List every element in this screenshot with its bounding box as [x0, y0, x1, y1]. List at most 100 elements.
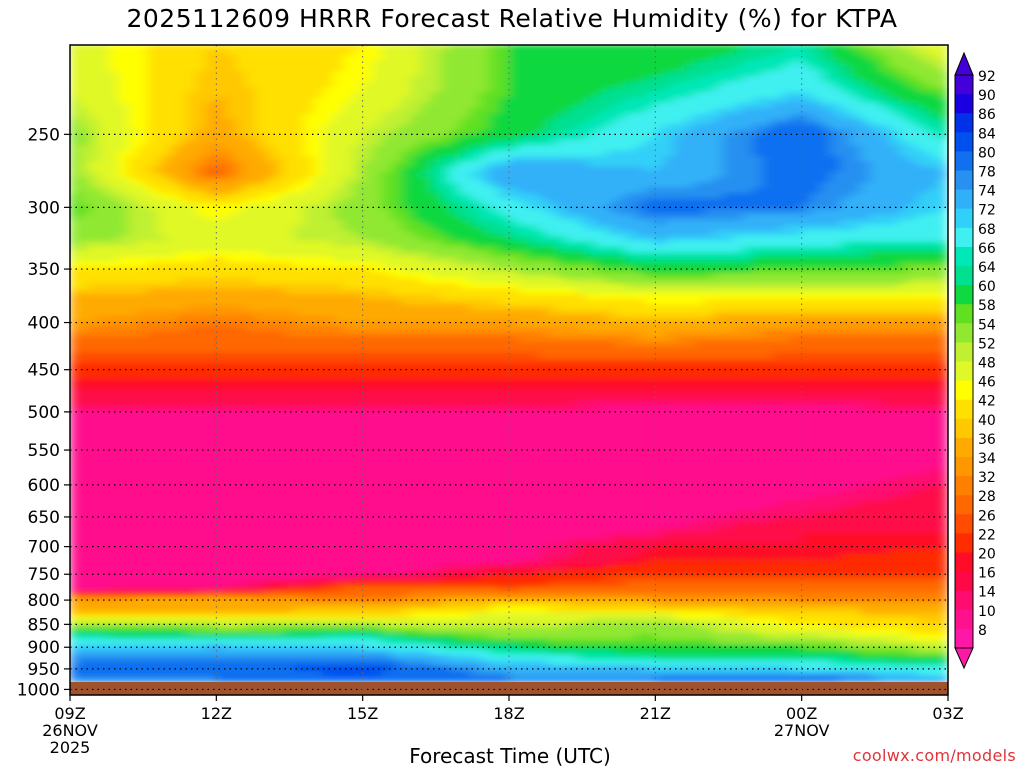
rh-cell	[293, 384, 305, 391]
rh-cell	[381, 654, 393, 662]
rh-cell	[332, 230, 344, 237]
rh-cell	[176, 198, 188, 205]
rh-cell	[391, 410, 403, 418]
rh-cell	[264, 596, 276, 603]
rh-cell	[206, 639, 217, 646]
rh-cell	[215, 612, 227, 619]
rh-cell	[70, 246, 81, 253]
rh-cell	[128, 108, 139, 115]
rh-cell	[362, 161, 373, 168]
rh-cell	[371, 628, 383, 635]
rh-cell	[381, 278, 393, 285]
rh-cell	[371, 203, 383, 211]
rh-cell	[420, 564, 432, 572]
rh-cell	[401, 437, 412, 444]
rh-cell	[401, 224, 412, 232]
rh-cell	[206, 320, 217, 327]
rh-cell	[342, 453, 354, 460]
rh-cell	[98, 214, 110, 221]
rh-cell	[118, 384, 130, 391]
rh-cell	[362, 60, 373, 67]
rh-cell	[137, 665, 149, 672]
rh-cell	[137, 384, 149, 391]
rh-cell	[196, 124, 208, 131]
rh-cell	[235, 458, 247, 465]
rh-cell	[79, 463, 91, 471]
rh-cell	[371, 575, 383, 582]
rh-cell	[362, 649, 373, 656]
rh-cell	[70, 209, 81, 216]
rh-cell	[469, 187, 481, 195]
rh-cell	[108, 341, 120, 349]
rh-cell	[89, 45, 100, 51]
rh-cell	[118, 198, 130, 205]
rh-cell	[206, 134, 217, 142]
rh-cell	[196, 304, 208, 311]
rh-cell	[89, 182, 100, 189]
rh-cell	[381, 357, 393, 364]
rh-cell	[430, 479, 442, 487]
rh-cell	[284, 177, 295, 184]
rh-cell	[176, 209, 188, 216]
rh-cell	[342, 60, 354, 67]
rh-cell	[352, 293, 364, 301]
rh-cell	[332, 368, 344, 375]
rh-cell	[206, 522, 217, 529]
rh-cell	[70, 527, 81, 534]
rh-cell	[70, 219, 81, 226]
rh-cell	[79, 230, 91, 237]
rh-cell	[420, 400, 432, 407]
rh-cell	[342, 495, 354, 503]
rh-cell	[449, 129, 461, 136]
rh-cell	[362, 166, 373, 173]
rh-cell	[284, 410, 295, 418]
rh-cell	[401, 60, 412, 67]
rh-cell	[206, 644, 217, 651]
rh-cell	[196, 596, 208, 603]
rh-cell	[381, 65, 393, 73]
rh-cell	[254, 437, 266, 444]
rh-cell	[332, 150, 344, 157]
rh-cell	[254, 410, 266, 418]
rh-cell	[313, 320, 325, 327]
rh-cell	[362, 108, 373, 115]
rh-cell	[245, 309, 256, 317]
rh-cell	[342, 45, 354, 51]
rh-cell	[215, 575, 227, 582]
rh-cell	[176, 527, 188, 534]
rh-cell	[401, 102, 412, 110]
rh-cell	[254, 432, 266, 439]
rh-cell	[381, 134, 393, 142]
rh-cell	[381, 304, 393, 311]
rh-cell	[176, 347, 188, 354]
rh-cell	[293, 368, 305, 375]
rh-cell	[420, 363, 432, 370]
rh-cell	[118, 299, 130, 306]
rh-cell	[430, 140, 442, 147]
rh-cell	[225, 373, 237, 380]
rh-cell	[118, 256, 130, 264]
rh-cell	[293, 81, 305, 88]
rh-cell	[274, 193, 286, 200]
rh-cell	[323, 495, 334, 503]
rh-cell	[430, 113, 442, 120]
rh-cell	[430, 591, 442, 598]
rh-cell	[274, 283, 286, 290]
rh-cell	[98, 161, 110, 168]
rh-cell	[147, 187, 159, 195]
rh-cell	[274, 485, 286, 492]
rh-cell	[264, 60, 276, 67]
rh-cell	[284, 299, 295, 306]
rh-cell	[196, 363, 208, 370]
rh-cell	[196, 288, 208, 295]
rh-cell	[225, 198, 237, 205]
rh-cell	[430, 299, 442, 306]
rh-cell	[440, 474, 451, 481]
rh-cell	[108, 293, 120, 301]
rh-cell	[137, 511, 149, 518]
rh-cell	[128, 347, 139, 354]
rh-cell	[215, 559, 227, 566]
rh-cell	[440, 485, 451, 492]
rh-cell	[186, 352, 198, 359]
rh-cell	[440, 49, 451, 57]
